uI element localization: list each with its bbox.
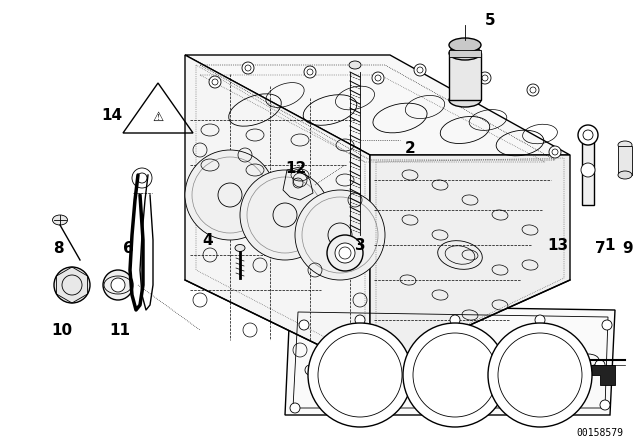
Polygon shape bbox=[185, 55, 370, 370]
Text: 6: 6 bbox=[123, 241, 133, 255]
Text: 00158579: 00158579 bbox=[577, 428, 623, 438]
Circle shape bbox=[581, 163, 595, 177]
Polygon shape bbox=[370, 155, 570, 370]
Text: 7: 7 bbox=[595, 241, 605, 255]
Text: 14: 14 bbox=[101, 108, 123, 122]
Circle shape bbox=[549, 146, 561, 158]
Circle shape bbox=[295, 190, 385, 280]
Text: 5: 5 bbox=[484, 13, 495, 27]
Ellipse shape bbox=[449, 46, 481, 60]
Circle shape bbox=[327, 235, 363, 271]
Text: ⚠: ⚠ bbox=[152, 111, 164, 124]
Ellipse shape bbox=[52, 215, 67, 225]
Ellipse shape bbox=[349, 61, 361, 69]
Circle shape bbox=[299, 320, 309, 330]
Polygon shape bbox=[449, 50, 481, 57]
Polygon shape bbox=[618, 146, 632, 175]
Circle shape bbox=[355, 405, 365, 415]
Circle shape bbox=[132, 168, 152, 188]
Circle shape bbox=[335, 243, 355, 263]
Ellipse shape bbox=[618, 171, 632, 179]
Polygon shape bbox=[285, 305, 615, 415]
Circle shape bbox=[308, 323, 412, 427]
Text: 11: 11 bbox=[109, 323, 131, 337]
Circle shape bbox=[479, 72, 491, 84]
Circle shape bbox=[209, 76, 221, 88]
Ellipse shape bbox=[449, 93, 481, 107]
Circle shape bbox=[527, 84, 539, 96]
Circle shape bbox=[535, 405, 545, 415]
Circle shape bbox=[355, 315, 365, 325]
Circle shape bbox=[595, 360, 605, 370]
Ellipse shape bbox=[618, 141, 632, 149]
Circle shape bbox=[450, 405, 460, 415]
Polygon shape bbox=[185, 55, 570, 155]
Circle shape bbox=[185, 150, 275, 240]
Polygon shape bbox=[449, 53, 481, 100]
Text: 1: 1 bbox=[605, 237, 615, 253]
Circle shape bbox=[290, 403, 300, 413]
Text: 12: 12 bbox=[285, 160, 307, 176]
Circle shape bbox=[602, 320, 612, 330]
Circle shape bbox=[578, 125, 598, 145]
Circle shape bbox=[414, 64, 426, 76]
Text: 13: 13 bbox=[547, 237, 568, 253]
Circle shape bbox=[403, 323, 507, 427]
Polygon shape bbox=[575, 365, 615, 385]
Circle shape bbox=[103, 270, 133, 300]
Text: 10: 10 bbox=[51, 323, 72, 337]
Circle shape bbox=[488, 323, 592, 427]
Text: 4: 4 bbox=[203, 233, 213, 247]
Ellipse shape bbox=[235, 245, 245, 251]
Text: 3: 3 bbox=[355, 237, 365, 253]
Circle shape bbox=[305, 365, 315, 375]
Text: 8: 8 bbox=[52, 241, 63, 255]
Circle shape bbox=[535, 315, 545, 325]
Circle shape bbox=[242, 62, 254, 74]
Circle shape bbox=[450, 315, 460, 325]
Circle shape bbox=[372, 72, 384, 84]
Circle shape bbox=[111, 278, 125, 292]
Circle shape bbox=[600, 400, 610, 410]
Circle shape bbox=[54, 267, 90, 303]
Text: 2: 2 bbox=[404, 141, 415, 155]
Circle shape bbox=[240, 170, 330, 260]
Circle shape bbox=[304, 66, 316, 78]
Ellipse shape bbox=[449, 38, 481, 52]
Polygon shape bbox=[582, 130, 594, 205]
Text: 9: 9 bbox=[623, 241, 634, 255]
